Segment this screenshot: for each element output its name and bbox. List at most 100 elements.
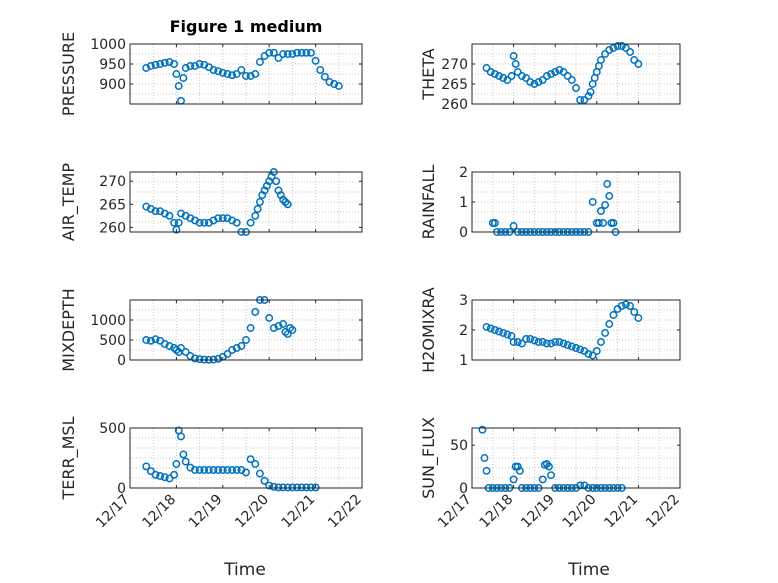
data-point (232, 466, 241, 474)
data-point (302, 48, 311, 57)
data-point (509, 475, 518, 484)
data-point (630, 308, 639, 316)
figure-title: Figure 1 medium (170, 17, 323, 36)
data-point (242, 468, 250, 477)
data-point (316, 66, 325, 74)
data-point (251, 211, 260, 220)
data-point (302, 483, 311, 492)
data-point (605, 320, 614, 328)
data-point (499, 74, 508, 82)
data-point (228, 466, 237, 474)
data-point (146, 336, 155, 345)
data-point (534, 338, 543, 346)
data-point (482, 323, 491, 331)
data-point (547, 339, 555, 348)
data-point (181, 457, 190, 466)
data-point (503, 76, 512, 84)
data-point (605, 46, 614, 54)
data-point (288, 326, 297, 334)
data-point (478, 425, 487, 434)
data-point (597, 207, 605, 215)
data-point (495, 327, 503, 336)
data-point (279, 483, 288, 492)
y-tick-label: 0 (459, 225, 468, 241)
y-tick-label: 270 (441, 57, 468, 73)
data-point (195, 60, 204, 68)
data-point (151, 207, 160, 216)
data-point (251, 70, 260, 78)
data-point (617, 302, 626, 310)
data-point (538, 475, 547, 484)
data-point (563, 341, 572, 349)
data-point (592, 347, 601, 355)
data-point (605, 192, 614, 200)
y-tick-label: 260 (99, 220, 126, 236)
y-axis-label: THETA (419, 48, 438, 100)
data-point (513, 462, 522, 471)
data-point (174, 218, 183, 227)
subplot-5: 0 500 1000 MIXDEPTH (59, 288, 363, 372)
data-point (526, 335, 535, 343)
y-tick-label: 1000 (90, 37, 126, 53)
data-point (214, 354, 223, 363)
data-point (601, 201, 610, 209)
data-point (269, 482, 278, 491)
data-point (547, 471, 555, 480)
data-point (293, 483, 301, 492)
data-point (269, 48, 278, 57)
data-point (576, 96, 585, 104)
data-point (274, 54, 283, 62)
data-point (177, 344, 185, 352)
data-point (538, 76, 547, 84)
data-point (255, 198, 264, 206)
data-point (242, 72, 250, 80)
data-point (232, 344, 241, 352)
data-point (191, 466, 199, 474)
data-point (214, 214, 223, 223)
y-tick-label: 1000 (90, 313, 126, 329)
data-point (601, 329, 610, 337)
data-point (513, 338, 522, 346)
data-point (490, 326, 499, 334)
data-point (156, 60, 165, 68)
y-tick-label: 265 (441, 77, 468, 93)
data-point (223, 350, 232, 358)
subplot-4: 0 1 2 RAINFALL (419, 165, 681, 241)
axes-frame (129, 299, 363, 361)
data-point (246, 72, 255, 80)
axes-frame (129, 427, 363, 489)
data-point (237, 342, 246, 350)
y-tick-label: 1 (459, 195, 468, 211)
y-tick-label: 265 (99, 197, 126, 213)
data-point (223, 70, 232, 78)
data-point (517, 339, 526, 348)
data-point (170, 218, 179, 227)
y-tick-label: 0 (117, 353, 126, 369)
data-point (517, 72, 526, 80)
data-point (260, 476, 269, 485)
data-point (237, 66, 246, 74)
data-point (200, 218, 209, 227)
axes-frame (471, 43, 681, 105)
data-point (513, 68, 522, 76)
y-axis-label: RAINFALL (419, 165, 438, 240)
data-point (522, 335, 531, 343)
data-point (547, 70, 555, 78)
data-point (601, 50, 610, 58)
data-point (165, 342, 174, 350)
y-tick-label: 500 (99, 421, 126, 437)
data-point (482, 64, 491, 72)
data-point (191, 62, 199, 70)
data-point (542, 72, 551, 80)
data-point (160, 58, 169, 67)
y-tick-label: 950 (99, 57, 126, 73)
data-point (228, 346, 237, 354)
data-point (170, 470, 179, 479)
data-point (253, 204, 262, 213)
data-point (209, 466, 218, 474)
data-point (311, 56, 320, 65)
data-point (246, 324, 255, 332)
data-point (218, 68, 227, 77)
data-point (307, 483, 315, 492)
